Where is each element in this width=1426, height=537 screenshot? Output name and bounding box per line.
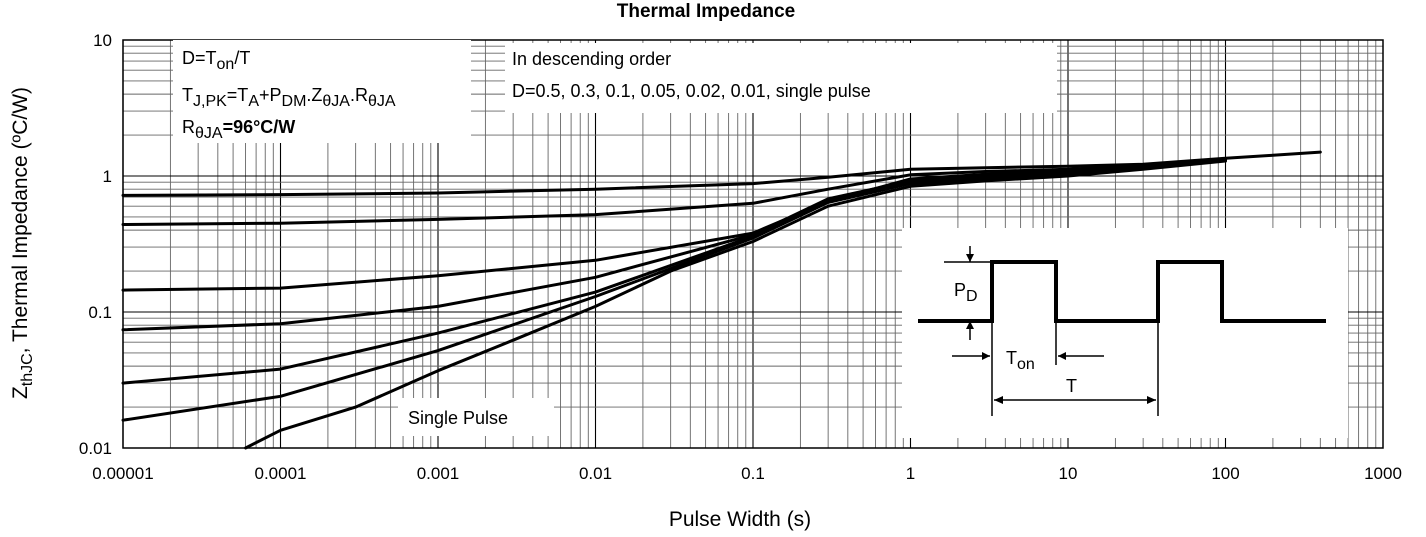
x-tick-label: 0.1 <box>741 464 765 483</box>
y-axis-label: ZthJC, Thermal Impedance (ºC/W) <box>9 87 36 399</box>
y-tick-label: 10 <box>93 31 112 50</box>
order-line-2: D=0.5, 0.3, 0.1, 0.05, 0.02, 0.01, singl… <box>512 81 871 101</box>
single-pulse-label: Single Pulse <box>408 408 508 428</box>
y-tick-labels: 0.01 0.1 1 10 <box>79 31 112 458</box>
order-line-1: In descending order <box>512 49 671 69</box>
plot-area-frame <box>122 39 1384 449</box>
y-tick-label: 0.01 <box>79 439 112 458</box>
formula-duty-cycle: D=Ton/T <box>182 48 250 73</box>
x-tick-labels: 0.00001 0.0001 0.001 0.01 0.1 1 10 100 1000 <box>92 464 1402 483</box>
x-axis-label: Pulse Width (s) <box>669 508 811 531</box>
x-tick-label: 0.0001 <box>255 464 307 483</box>
x-tick-label: 100 <box>1211 464 1239 483</box>
single-pulse-label-box: Single Pulse <box>398 398 554 436</box>
pd-arrow-top <box>966 246 974 262</box>
period-arrow <box>994 396 1156 404</box>
y-tick-label: 0.1 <box>88 303 112 322</box>
pulse-waveform <box>918 260 1326 323</box>
ton-arrow-right <box>1058 352 1104 360</box>
order-annotation-box: In descending order D=0.5, 0.3, 0.1, 0.0… <box>505 43 1057 113</box>
chart-title: Thermal Impedance <box>617 1 795 22</box>
formula-annotation-box: D=Ton/T TJ,PK=TA+PDM.ZθJA.RθJA RθJA=96°C… <box>173 40 471 143</box>
ton-label: Ton <box>1006 348 1035 373</box>
pulse-waveform-diagram: PD Ton T <box>902 228 1348 438</box>
series-line-7 <box>244 159 1227 450</box>
x-tick-label: 1 <box>906 464 915 483</box>
x-tick-label: 0.00001 <box>92 464 153 483</box>
series-line-2 <box>121 157 1227 226</box>
x-tick-label: 1000 <box>1364 464 1402 483</box>
y-tick-label: 1 <box>103 167 112 186</box>
series-lines <box>121 150 1322 450</box>
period-label: T <box>1066 376 1077 396</box>
x-tick-label: 0.001 <box>417 464 460 483</box>
formula-junction-temp: TJ,PK=TA+PDM.ZθJA.RθJA <box>182 85 396 110</box>
formula-rtheta: RθJA=96°C/W <box>182 117 295 142</box>
x-tick-label: 0.01 <box>579 464 612 483</box>
pd-arrow-bottom <box>966 321 974 340</box>
pd-label: PD <box>954 280 978 305</box>
x-tick-label: 10 <box>1059 464 1078 483</box>
ton-arrow-left <box>952 352 990 360</box>
